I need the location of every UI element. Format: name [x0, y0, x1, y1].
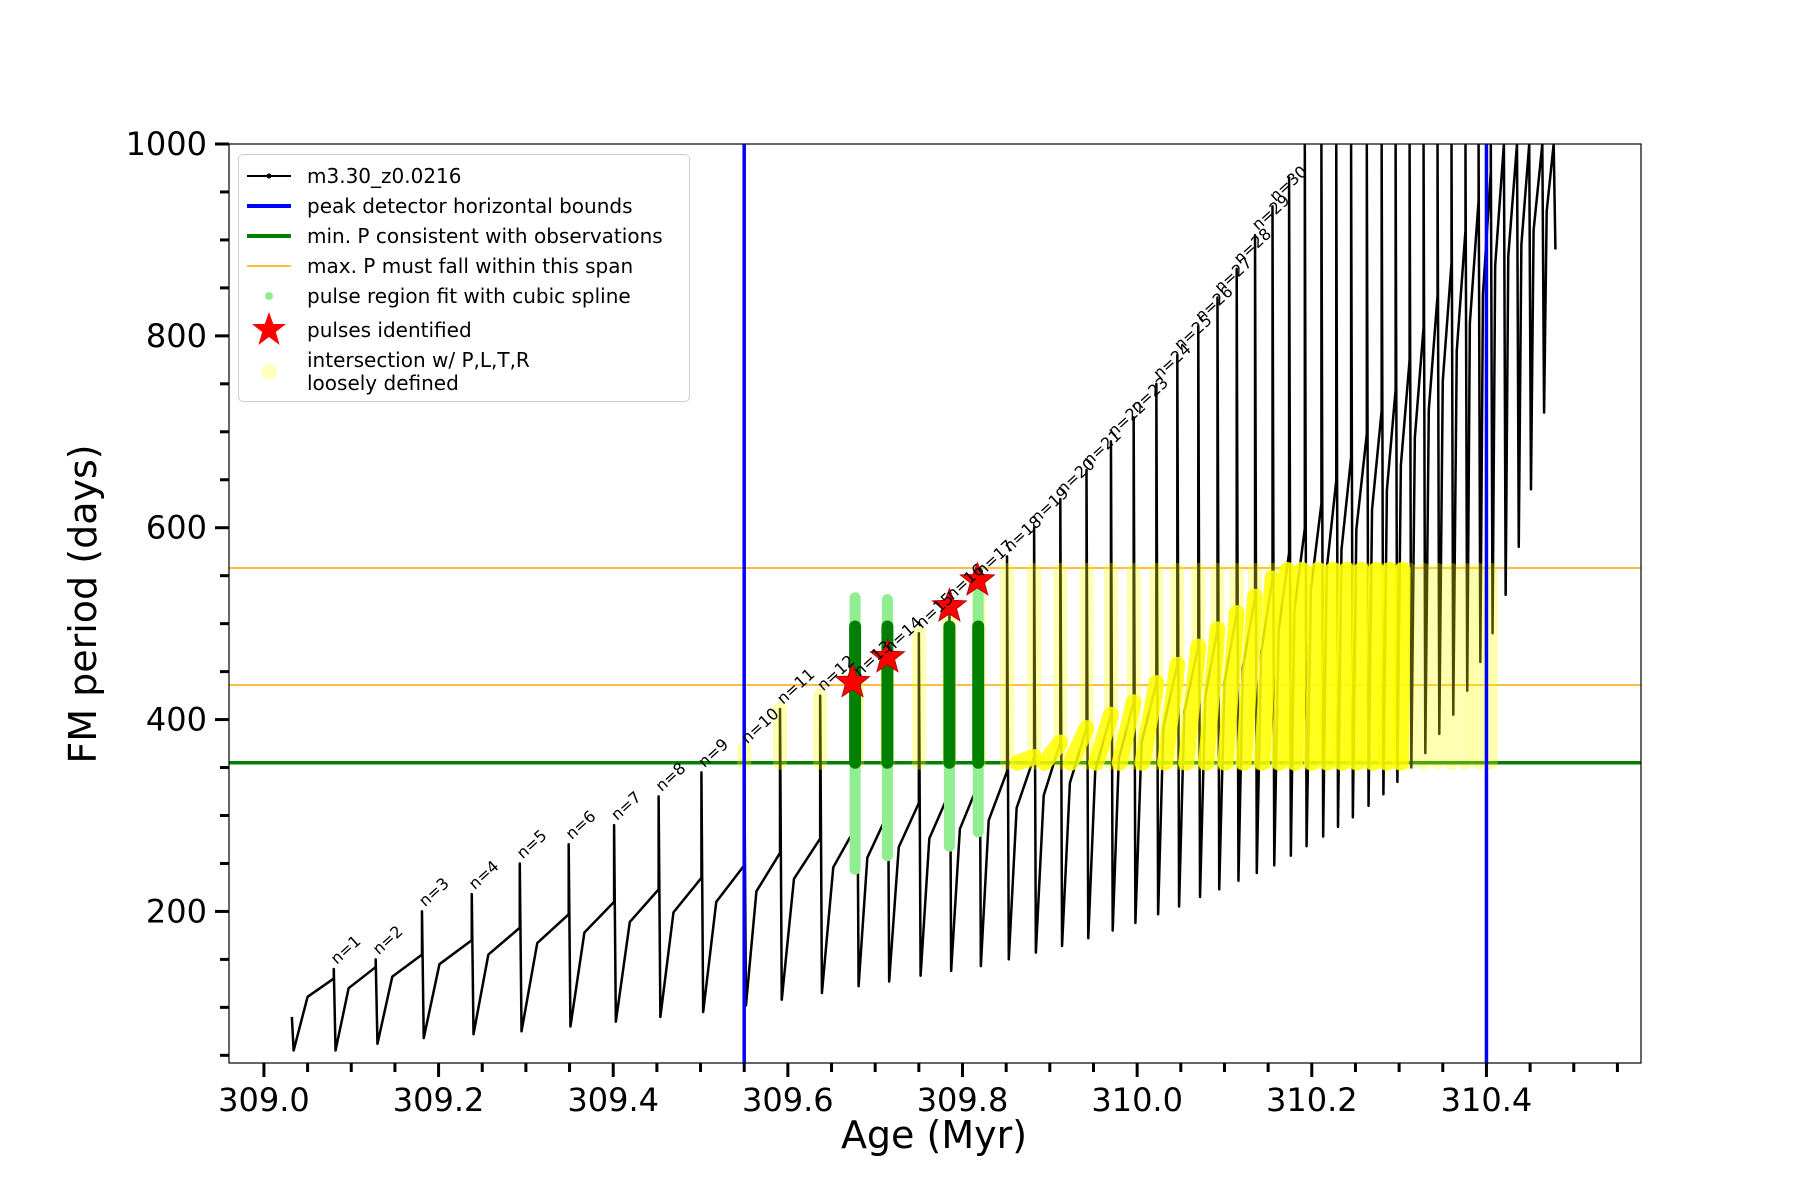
intersection-ribbon — [1217, 605, 1245, 771]
intersection-ribbon — [1364, 561, 1385, 771]
legend-label: max. P must fall within this span — [307, 253, 634, 278]
x-tick-label: 309.2 — [393, 1081, 485, 1119]
legend-entry: pulse region fit with cubic spline — [239, 281, 689, 311]
intersection-ribbon — [1378, 561, 1398, 771]
x-tick-label: 309.4 — [567, 1081, 659, 1119]
intersection-ribbon — [1319, 561, 1341, 771]
legend-entry: min. P consistent with observations — [239, 221, 689, 251]
legend-dot — [266, 173, 272, 179]
x-tick-label: 310.4 — [1441, 1081, 1533, 1119]
legend-star — [252, 312, 286, 345]
legend-label: pulse region fit with cubic spline — [307, 283, 631, 308]
legend-label: min. P consistent with observations — [307, 223, 663, 248]
pulse-star — [959, 561, 996, 596]
intersection-ribbon — [1009, 748, 1043, 771]
y-tick-label: 600 — [146, 509, 207, 547]
legend-label: intersection w/ P,L,T,R loosely defined — [307, 348, 530, 395]
legend-entry: peak detector horizontal bounds — [239, 191, 689, 221]
legend-dot — [265, 292, 273, 300]
x-tick-label: 310.0 — [1091, 1081, 1183, 1119]
intersection-ribbon — [1157, 656, 1186, 771]
legend-marker — [261, 364, 277, 380]
x-tick-label: 309.6 — [742, 1081, 834, 1119]
legend-marker — [265, 292, 273, 300]
intersection-ribbon — [1062, 720, 1095, 771]
legend-entry: m3.30_z0.0216 — [239, 161, 689, 191]
legend-entry: max. P must fall within this span — [239, 251, 689, 281]
legend-marker — [252, 312, 286, 345]
intersection-ribbon — [1254, 570, 1281, 771]
legend-marker — [247, 234, 291, 238]
x-axis-label: Age (Myr) — [841, 1113, 1027, 1157]
intersection-ribbon — [1235, 588, 1264, 771]
y-tick-label: 800 — [146, 317, 207, 355]
legend-label: m3.30_z0.0216 — [307, 163, 462, 188]
intersection-ribbon — [1334, 561, 1355, 771]
axes: 309.0 309.2 309.4 309.6 309.8 310.0 310.2 310.4… — [126, 125, 1619, 1119]
intersection-ribbon — [1349, 561, 1370, 771]
intersection-ribbon — [1088, 706, 1119, 771]
pulse-star — [869, 638, 906, 673]
legend-marker — [247, 265, 291, 267]
legend-label: peak detector horizontal bounds — [307, 193, 633, 218]
intersection-ribbon — [1303, 561, 1326, 771]
legend-entry: pulses identified — [239, 311, 689, 349]
x-tick-label: 309.0 — [218, 1081, 310, 1119]
pulse-star — [834, 663, 871, 698]
intersection-ribbon — [1287, 561, 1311, 771]
x-tick-label: 309.8 — [917, 1081, 1009, 1119]
intersection-ribbon — [1178, 638, 1207, 771]
y-tick-label: 400 — [146, 701, 207, 739]
y-tick-label: 1000 — [126, 125, 207, 163]
legend-marker — [247, 204, 291, 208]
legend-entry: intersection w/ P,L,T,R loosely defined — [239, 349, 689, 395]
y-tick-label: 200 — [146, 892, 207, 930]
legend-dot — [261, 364, 277, 380]
x-tick-label: 310.2 — [1266, 1081, 1358, 1119]
intersection-ribbon — [1392, 561, 1411, 771]
intersection-ribbon — [1036, 734, 1069, 771]
pulse-star — [931, 587, 968, 622]
y-axis-label: FM period (days) — [61, 444, 105, 763]
intersection-ribbon — [1111, 694, 1142, 771]
plot-frame — [228, 143, 1642, 1064]
intersection-ribbon — [1271, 561, 1296, 771]
legend-marker — [247, 173, 291, 179]
legend: m3.30_z0.0216 peak detector horizontal b… — [238, 154, 690, 402]
intersection-ribbon — [1198, 621, 1226, 771]
legend-label: pulses identified — [307, 317, 472, 342]
intersection-ribbon — [1134, 675, 1165, 771]
